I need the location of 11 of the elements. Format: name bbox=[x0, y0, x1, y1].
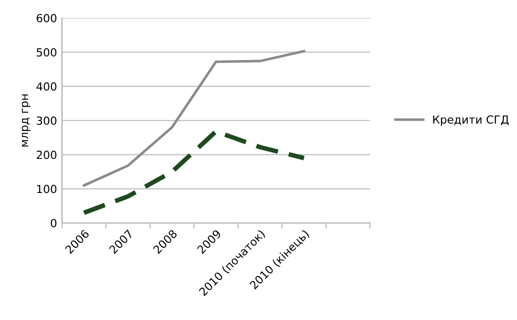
legend-label: Кредити СГД bbox=[433, 115, 509, 126]
y-tick-label: 100 bbox=[37, 184, 56, 194]
y-axis-title: млрд грн bbox=[22, 94, 30, 146]
y-tick-label: 0 bbox=[50, 218, 56, 228]
y-tick-label: 200 bbox=[36, 150, 56, 160]
line-series bbox=[82, 129, 306, 215]
y-tick-label: 600 bbox=[36, 14, 56, 22]
y-tick-label: 300 bbox=[36, 116, 56, 125]
line-series bbox=[82, 50, 306, 187]
y-tick-label: 500 bbox=[36, 48, 56, 57]
y-tick-label: 400 bbox=[36, 82, 56, 91]
